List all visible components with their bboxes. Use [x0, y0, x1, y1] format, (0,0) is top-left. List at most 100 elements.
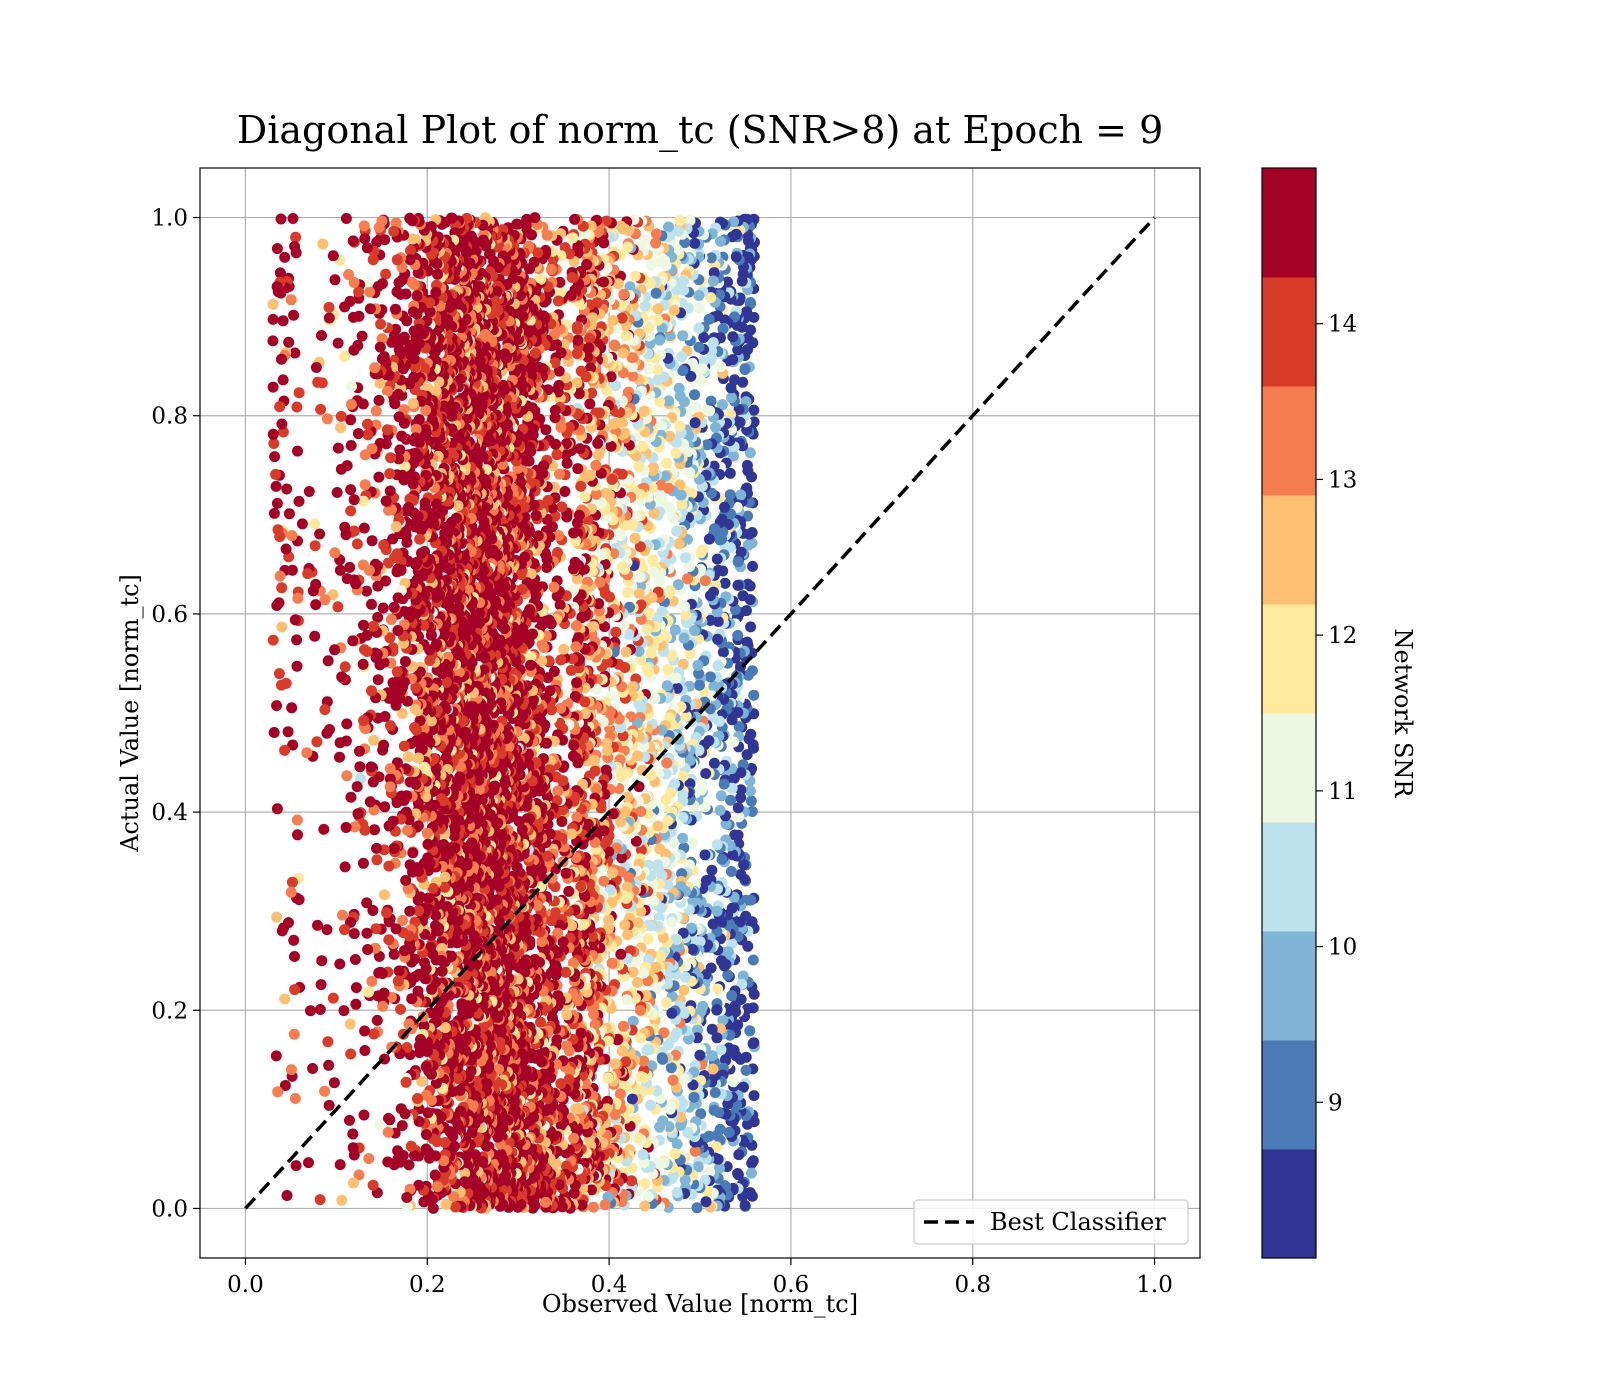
- scatter-point: [693, 341, 705, 353]
- scatter-points: [267, 212, 760, 1214]
- scatter-point: [733, 1149, 745, 1161]
- scatter-point: [568, 1132, 580, 1144]
- scatter-point: [744, 447, 756, 459]
- scatter-point: [725, 382, 737, 394]
- scatter-point: [678, 984, 690, 996]
- scatter-point: [695, 547, 707, 559]
- scatter-point: [744, 1025, 756, 1037]
- scatter-point: [638, 967, 650, 979]
- scatter-point: [715, 361, 727, 373]
- scatter-point: [687, 837, 698, 849]
- scatter-point: [554, 468, 565, 480]
- scatter-point: [732, 344, 744, 356]
- scatter-point: [645, 259, 657, 271]
- scatter-point: [666, 916, 678, 928]
- scatter-point: [606, 957, 618, 969]
- scatter-point: [705, 252, 717, 264]
- scatter-point: [732, 630, 744, 641]
- scatter-point: [728, 736, 740, 748]
- scatter-point: [691, 1202, 703, 1214]
- scatter-point: [689, 1145, 701, 1157]
- scatter-point: [621, 994, 633, 1006]
- scatter-point: [590, 459, 602, 471]
- scatter-point: [677, 789, 689, 801]
- scatter-point: [693, 302, 705, 314]
- scatter-point: [707, 918, 719, 930]
- scatter-point: [642, 933, 654, 945]
- scatter-point: [739, 1200, 751, 1211]
- scatter-point: [700, 768, 712, 780]
- scatter-point: [671, 1187, 683, 1198]
- scatter-point: [594, 576, 606, 588]
- scatter-point: [671, 525, 683, 537]
- scatter-point: [736, 275, 748, 287]
- scatter-point: [645, 1099, 656, 1111]
- scatter-point: [680, 609, 692, 621]
- scatter-point: [635, 1071, 647, 1083]
- scatter-point: [741, 636, 753, 648]
- scatter-point: [687, 943, 698, 955]
- scatter-point: [559, 486, 571, 497]
- scatter-point: [541, 562, 553, 573]
- scatter-point: [742, 539, 754, 551]
- scatter-point: [654, 1121, 666, 1133]
- scatter-point: [555, 1078, 567, 1090]
- scatter-point: [712, 633, 724, 645]
- scatter-point: [679, 237, 691, 249]
- scatter-point: [723, 1126, 735, 1138]
- scatter-point: [674, 420, 686, 432]
- scatter-point: [678, 632, 690, 644]
- scatter-point: [614, 530, 626, 542]
- scatter-point: [733, 811, 745, 823]
- scatter-point: [567, 232, 579, 244]
- scatter-point: [706, 864, 718, 876]
- scatter-point: [689, 389, 701, 401]
- scatter-point: [710, 422, 722, 434]
- scatter-point: [708, 267, 720, 279]
- scatter-point: [704, 614, 716, 626]
- scatter-point: [579, 491, 591, 503]
- scatter-point: [698, 332, 710, 343]
- scatter-point: [726, 866, 737, 877]
- scatter-point: [679, 971, 691, 983]
- scatter-point: [679, 1174, 691, 1186]
- scatter-point: [693, 668, 705, 679]
- scatter-point: [622, 929, 634, 941]
- scatter-point: [732, 579, 744, 591]
- scatter-point: [575, 480, 587, 492]
- scatter-point: [571, 677, 583, 689]
- scatter-point: [558, 643, 570, 655]
- scatter-point: [692, 1161, 704, 1173]
- scatter-point: [620, 330, 632, 342]
- scatter-point: [588, 1201, 599, 1213]
- scatter-point: [677, 832, 689, 844]
- scatter-point: [602, 1072, 614, 1084]
- scatter-point: [729, 829, 741, 841]
- scatter-point: [737, 590, 749, 602]
- scatter-point: [748, 689, 760, 701]
- scatter-point: [618, 1020, 629, 1032]
- scatter-point: [649, 693, 661, 704]
- scatter-point: [670, 447, 682, 459]
- scatter-point: [571, 517, 583, 529]
- scatter-point: [735, 869, 747, 880]
- scatter-point: [650, 287, 662, 299]
- scatter-point: [742, 669, 754, 681]
- scatter-point: [607, 867, 618, 879]
- scatter-point: [722, 969, 734, 981]
- scatter-point: [707, 337, 719, 349]
- scatter-point: [571, 348, 583, 359]
- scatter-point: [662, 663, 674, 675]
- scatter-point: [722, 1098, 734, 1110]
- scatter-point: [725, 794, 737, 806]
- scatter-point: [641, 623, 653, 635]
- scatter-point: [545, 264, 557, 275]
- scatter-point: [727, 1076, 739, 1088]
- scatter-point: [654, 843, 666, 855]
- scatter-point: [569, 213, 581, 225]
- scatter-point: [650, 237, 662, 249]
- scatter-point: [677, 770, 689, 782]
- scatter-point: [737, 1081, 749, 1093]
- scatter-point: [712, 660, 724, 672]
